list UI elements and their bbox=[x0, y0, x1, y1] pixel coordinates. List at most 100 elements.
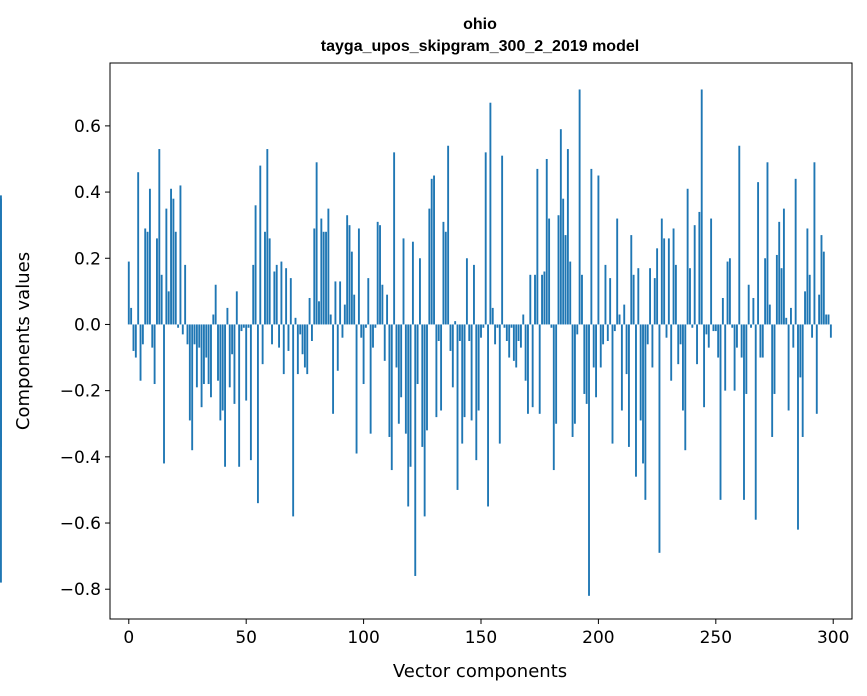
bar bbox=[0, 324, 2, 341]
bar bbox=[691, 324, 694, 328]
y-tick-label: −0.4 bbox=[60, 448, 101, 468]
bar bbox=[160, 274, 163, 325]
bar bbox=[409, 324, 412, 467]
chart-subtitle: tayga_upos_skipgram_300_2_2019 model bbox=[321, 38, 639, 55]
bar bbox=[266, 149, 269, 325]
bar bbox=[313, 228, 316, 325]
bar bbox=[566, 149, 569, 325]
bar bbox=[461, 324, 464, 444]
bar bbox=[369, 324, 372, 434]
x-tick-label: 250 bbox=[700, 628, 732, 648]
bar bbox=[332, 324, 335, 414]
bar bbox=[602, 324, 605, 345]
bar bbox=[682, 324, 684, 411]
bar bbox=[217, 324, 219, 381]
bar bbox=[482, 324, 485, 328]
bar bbox=[519, 324, 522, 348]
bar bbox=[353, 294, 356, 325]
bar bbox=[282, 324, 285, 375]
bar bbox=[0, 324, 2, 471]
bar bbox=[543, 271, 546, 325]
bar bbox=[538, 324, 541, 414]
bar bbox=[827, 314, 830, 325]
bar bbox=[355, 324, 358, 454]
bar bbox=[165, 208, 168, 325]
bar bbox=[329, 314, 332, 325]
bar bbox=[289, 278, 292, 325]
bar bbox=[689, 268, 691, 325]
x-tick-label: 300 bbox=[817, 628, 849, 648]
bar bbox=[534, 274, 536, 325]
bar bbox=[437, 324, 440, 341]
bar bbox=[768, 304, 771, 325]
bar bbox=[550, 324, 553, 328]
bar bbox=[731, 324, 734, 328]
bar bbox=[510, 324, 513, 328]
chart-title: ohio bbox=[463, 16, 497, 33]
bar bbox=[818, 294, 821, 325]
bar bbox=[383, 324, 386, 361]
bar bbox=[226, 307, 229, 325]
bar bbox=[599, 324, 602, 368]
bar bbox=[477, 324, 480, 411]
bar bbox=[334, 281, 337, 325]
y-tick-label: 0.6 bbox=[74, 117, 101, 137]
bar bbox=[738, 145, 741, 325]
bar bbox=[780, 268, 783, 325]
bar bbox=[658, 324, 661, 553]
bar bbox=[411, 241, 414, 325]
bar bbox=[127, 261, 130, 325]
bar bbox=[264, 231, 266, 325]
x-axis-ticks: 0 50 100 150 200 250 300 bbox=[123, 619, 849, 648]
bar bbox=[315, 162, 318, 325]
bar bbox=[512, 324, 515, 361]
bar bbox=[536, 168, 539, 325]
bar bbox=[759, 324, 762, 358]
bar bbox=[494, 324, 497, 345]
bar bbox=[381, 284, 384, 325]
bar bbox=[696, 324, 698, 365]
bar bbox=[256, 324, 259, 504]
bar bbox=[642, 324, 644, 464]
bar bbox=[252, 264, 255, 325]
bar bbox=[686, 188, 689, 325]
bar bbox=[531, 324, 534, 408]
bar bbox=[576, 324, 579, 335]
bar bbox=[0, 324, 2, 368]
bar bbox=[825, 314, 828, 325]
bar bbox=[651, 324, 654, 368]
bar bbox=[714, 324, 717, 332]
bar bbox=[775, 254, 778, 325]
bar bbox=[447, 145, 450, 325]
bar bbox=[153, 324, 156, 385]
bar bbox=[308, 297, 311, 325]
bar bbox=[207, 324, 210, 385]
bar bbox=[637, 268, 640, 325]
bar bbox=[188, 324, 191, 421]
bar bbox=[611, 324, 614, 444]
bar bbox=[346, 215, 349, 325]
bar bbox=[278, 324, 280, 348]
bar bbox=[505, 324, 508, 341]
bar bbox=[456, 324, 459, 490]
bar bbox=[200, 324, 203, 408]
bar bbox=[238, 324, 241, 467]
bar bbox=[480, 324, 482, 338]
bar bbox=[179, 185, 182, 325]
bar bbox=[740, 324, 743, 358]
bar bbox=[552, 324, 555, 471]
x-tick-label: 100 bbox=[347, 628, 379, 648]
bar bbox=[273, 271, 276, 325]
y-tick-label: 0.2 bbox=[74, 249, 101, 269]
bar bbox=[193, 324, 196, 345]
bar bbox=[400, 324, 403, 398]
bar bbox=[177, 324, 180, 328]
bar bbox=[414, 324, 417, 576]
bar bbox=[484, 152, 487, 325]
bar bbox=[205, 324, 208, 358]
bar bbox=[712, 324, 715, 332]
bar bbox=[247, 324, 250, 328]
bar bbox=[163, 324, 165, 464]
bar bbox=[736, 324, 738, 348]
bar bbox=[604, 264, 607, 325]
